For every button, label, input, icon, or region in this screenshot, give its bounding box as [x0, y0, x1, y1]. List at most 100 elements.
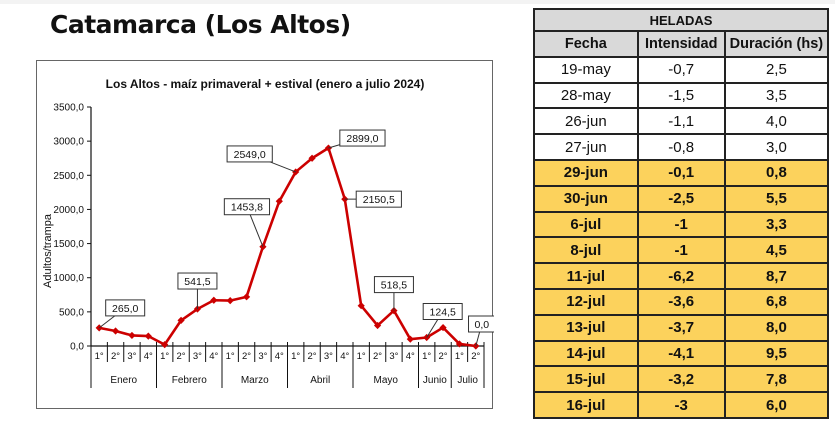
top-bar — [0, 0, 835, 4]
chart-container: Los Altos - maíz primaveral + estival (e… — [36, 60, 494, 409]
table-row: 15-jul -3,2 7,8 — [533, 365, 830, 394]
data-label-text: 2150,5 — [363, 194, 395, 206]
cell-duracion: 4,5 — [723, 236, 830, 265]
table-title: HELADAS — [533, 8, 829, 32]
chart-title: Los Altos - maíz primaveral + estival (e… — [106, 77, 425, 91]
y-axis: 0,0 500,0 1000,0 1500,0 2000,0 2500,0 3000,0 35… — [53, 103, 92, 353]
cell-intensidad: -0,8 — [636, 133, 726, 161]
table-row: 12-jul -3,6 6,8 — [533, 287, 830, 316]
cell-intensidad: -4,1 — [636, 339, 726, 368]
cell-fecha: 12-jul — [533, 287, 639, 316]
month-label: Marzo — [241, 375, 269, 386]
table-body: 19-may -0,7 2,5 28-may -1,5 3,5 26-jun -1,1 4,0 2… — [533, 55, 830, 419]
month-label: Febrero — [172, 375, 207, 386]
data-label-box — [223, 198, 271, 216]
month-label: Junio — [423, 375, 447, 386]
data-point-marker — [242, 293, 251, 301]
x-tick-label: 3° — [258, 351, 267, 362]
cell-duracion: 8,7 — [723, 262, 830, 290]
y-tick-label: 1000,0 — [53, 273, 84, 284]
cell-intensidad: -3 — [636, 391, 726, 419]
cell-fecha: 8-jul — [533, 236, 639, 265]
cell-fecha: 27-jun — [533, 133, 639, 161]
x-tick-label: 2° — [242, 351, 251, 362]
heladas-table-container: HELADAS Fecha Intensidad Duración (hs) 1… — [533, 8, 830, 419]
x-tick-label: 3° — [127, 351, 136, 362]
x-tick-label: 1° — [95, 351, 104, 362]
x-tick-label: 3° — [193, 351, 202, 362]
x-tick-label: 1° — [160, 351, 169, 362]
x-tick-label: 1° — [226, 351, 235, 362]
data-point-marker — [455, 340, 464, 348]
cell-fecha: 6-jul — [533, 210, 639, 239]
cell-fecha: 26-jun — [533, 107, 639, 136]
x-axis: 1° 2° 3° 4° 1° 2° 3° 4° 1° 2° 3° 4° 1° 2° 3° 4° 1° 2° 3° 4°… — [90, 342, 485, 388]
cell-duracion: 8,0 — [723, 313, 830, 342]
data-labels: 265,0 541,5 1453,8 2549,0 2899,0 2150,5 518,5 1… — [98, 129, 494, 347]
data-label-box — [105, 299, 146, 317]
y-tick-label: 3000,0 — [53, 137, 84, 148]
header-fecha: Fecha — [533, 30, 639, 58]
cell-intensidad: -6,2 — [636, 262, 726, 290]
cell-intensidad: -1 — [636, 236, 726, 265]
y-axis-label: Adultos/trampa — [42, 213, 54, 288]
table-row: 6-jul -1 3,3 — [533, 210, 830, 239]
data-label-text: 124,5 — [430, 306, 456, 318]
data-label-text: 1453,8 — [231, 202, 263, 214]
x-tick-label: 2° — [111, 351, 120, 362]
data-label-box — [226, 145, 273, 163]
data-point-marker — [308, 154, 316, 162]
page-title: Catamarca (Los Altos) — [50, 10, 351, 39]
cell-fecha: 19-may — [533, 55, 639, 84]
table-row: 11-jul -6,2 8,7 — [533, 262, 830, 290]
data-label-box — [177, 272, 218, 290]
series-line — [98, 146, 476, 348]
y-tick-label: 1500,0 — [53, 239, 84, 250]
cell-intensidad: -3,2 — [636, 365, 726, 394]
table-row: 19-may -0,7 2,5 — [533, 55, 830, 84]
data-point-marker — [144, 332, 152, 340]
header-duracion: Duración (hs) — [723, 30, 830, 58]
x-tick-label: 4° — [406, 351, 415, 362]
cell-fecha: 15-jul — [533, 365, 639, 394]
y-tick-label: 500,0 — [59, 307, 84, 318]
x-tick-label: 1° — [357, 351, 366, 362]
data-point-marker — [373, 321, 382, 330]
cell-duracion: 3,3 — [723, 210, 830, 239]
line-chart: Los Altos - maíz primaveral + estival (e… — [42, 77, 494, 388]
x-tick-label: 1° — [291, 351, 300, 362]
y-tick-label: 2500,0 — [53, 171, 84, 182]
data-point-marker — [177, 316, 185, 324]
x-tick-label: 2° — [177, 351, 186, 362]
data-label-box — [422, 302, 463, 320]
data-label-text: 265,0 — [112, 303, 138, 315]
data-label-text: 541,5 — [184, 276, 210, 288]
data-label-box — [468, 315, 494, 333]
cell-intensidad: -3,6 — [636, 287, 726, 316]
cell-duracion: 6,8 — [723, 287, 830, 316]
x-tick-label: 4° — [209, 351, 218, 362]
x-tick-label: 2° — [373, 351, 382, 362]
table-row: 28-may -1,5 3,5 — [533, 81, 830, 110]
cell-duracion: 7,8 — [723, 365, 830, 394]
month-label: Abril — [310, 375, 330, 386]
x-tick-label: 1° — [455, 351, 464, 362]
cell-intensidad: -1,1 — [636, 107, 726, 136]
data-label-text: 0,0 — [475, 319, 490, 331]
data-point-marker — [357, 302, 365, 310]
cell-fecha: 14-jul — [533, 339, 639, 368]
cell-fecha: 11-jul — [533, 262, 639, 290]
table-row: 14-jul -4,1 9,5 — [533, 339, 830, 368]
month-label: Julio — [457, 375, 478, 386]
cell-duracion: 2,5 — [723, 55, 830, 84]
data-point-marker — [226, 296, 234, 305]
data-point-marker — [406, 335, 414, 343]
table-row: 29-jun -0,1 0,8 — [533, 158, 830, 187]
table-row: 8-jul -1 4,5 — [533, 236, 830, 265]
x-tick-label: 4° — [144, 351, 153, 362]
cell-fecha: 28-may — [533, 81, 639, 110]
data-label-text: 2899,0 — [346, 133, 378, 145]
header-intensidad: Intensidad — [636, 30, 726, 58]
cell-intensidad: -2,5 — [636, 184, 726, 213]
x-tick-label: 2° — [308, 351, 317, 362]
